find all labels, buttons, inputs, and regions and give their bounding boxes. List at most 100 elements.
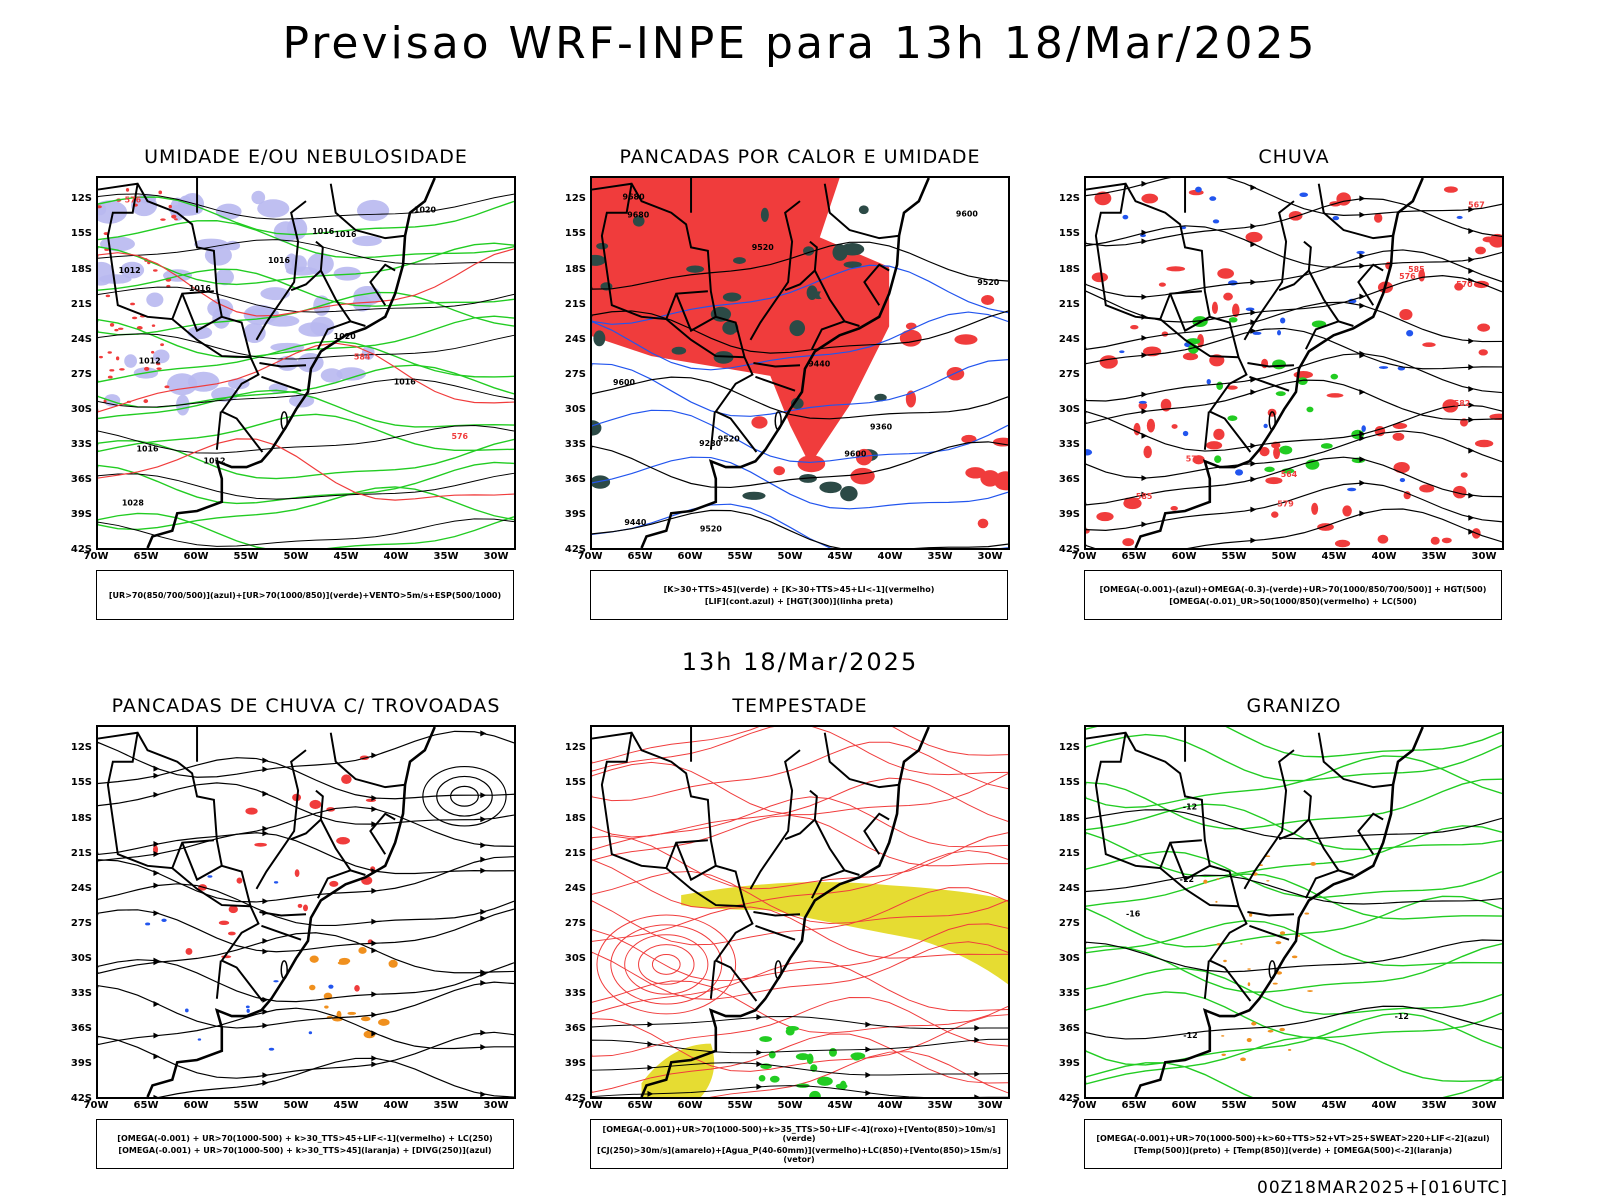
contour-label: 1012 — [119, 266, 141, 275]
legend-line: [OMEGA(-0.001)+UR>70(1000-500)+k>35_TTS>… — [602, 1124, 996, 1143]
lat-tick-label: 12S — [70, 742, 92, 754]
lat-tick-label: 30S — [1058, 952, 1080, 964]
lat-tick-label: 33S — [70, 438, 92, 450]
contour-label: -12 — [1183, 1031, 1197, 1040]
contour-label: 9440 — [624, 518, 647, 527]
legend-line: [OMEGA(-0.001) + UR>70(1000-500) + k>30_… — [118, 1145, 492, 1155]
lat-tick-label: 24S — [70, 882, 92, 894]
lat-tick-label: 12S — [564, 193, 586, 205]
lat-tick-label: 15S — [564, 228, 586, 240]
lon-tick-label: 70W — [577, 551, 603, 562]
contour-label: 576 — [1399, 272, 1416, 281]
lon-tick-label: 35W — [927, 551, 953, 562]
run-time-footer: 00Z18MAR2025+[016UTC] — [1257, 1178, 1508, 1198]
panel-trovoadas: PANCADAS DE CHUVA C/ TROVOADAS 12S 15S 18S 2… — [71, 695, 516, 1175]
map-area: 585 585 582 579 576 573 570 567 564 — [1084, 176, 1504, 550]
lon-tick-label: 55W — [1221, 1100, 1247, 1111]
map-area — [590, 725, 1010, 1099]
contour-label: 9600 — [956, 210, 979, 219]
contour-label: 9440 — [808, 359, 831, 368]
contour-label: 9520 — [752, 243, 775, 252]
lon-tick-label: 40W — [383, 1100, 409, 1111]
main-title: Previsao WRF-INPE para 13h 18/Mar/2025 — [282, 18, 1318, 69]
lat-tick-label: 21S — [70, 847, 92, 859]
lon-tick-label: 70W — [1071, 551, 1097, 562]
legend-line: [K>30+TTS>45](verde) + [K>30+TTS>45+LI<-… — [663, 584, 935, 594]
lon-tick-label: 40W — [1371, 551, 1397, 562]
contour-label: -16 — [1126, 910, 1141, 919]
contour-label: 1020 — [414, 206, 437, 215]
latitude-axis: 12S 15S 18S 21S 24S 27S 30S 33S 36S 39S 42S — [62, 725, 94, 1104]
lon-tick-label: 45W — [1321, 1100, 1347, 1111]
contour-label: 9520 — [718, 435, 741, 444]
lon-tick-label: 40W — [877, 1100, 903, 1111]
lat-tick-label: 24S — [564, 333, 586, 345]
lat-tick-label: 36S — [564, 1022, 586, 1034]
lat-tick-label: 42S — [70, 1093, 92, 1104]
lat-tick-label: 42S — [70, 544, 92, 555]
lat-tick-label: 27S — [1058, 368, 1080, 380]
contour-label: 9680 — [627, 211, 650, 220]
map-area — [96, 725, 516, 1099]
lon-tick-label: 60W — [677, 551, 703, 562]
legend-line: [OMEGA(-0.001)+UR>70(1000-500)+k>60+TTS>… — [1096, 1133, 1490, 1143]
contour-label: 9680 — [623, 193, 646, 202]
lon-tick-label: 30W — [977, 551, 1003, 562]
lon-tick-label: 45W — [333, 551, 359, 562]
contour-label: 9280 — [699, 439, 722, 448]
lon-tick-label: 65W — [1121, 551, 1147, 562]
panel-pancadas-calor: PANCADAS POR CALOR E UMIDADE 9680 9680 9600… — [565, 146, 1010, 626]
map-area: 1012 1012 1012 1016 1016 1016 1020 1020 1016 1016… — [96, 176, 516, 550]
lat-tick-label: 33S — [70, 987, 92, 999]
legend-line: [UR>70(850/700/500)](azul)+[UR>70(1000/8… — [108, 590, 502, 600]
contour-label: -12 — [1395, 1012, 1409, 1021]
lon-tick-label: 35W — [927, 1100, 953, 1111]
lat-tick-label: 33S — [564, 438, 586, 450]
lat-tick-label: 39S — [70, 1057, 92, 1069]
contour-label: 1016 — [394, 377, 417, 386]
legend-line: [OMEGA(-0.001) + UR>70(1000-500) + k>30_… — [117, 1133, 493, 1143]
lat-tick-label: 36S — [564, 473, 586, 485]
lat-tick-label: 12S — [1058, 742, 1080, 754]
lat-tick-label: 24S — [1058, 333, 1080, 345]
lat-tick-label: 15S — [1058, 228, 1080, 240]
lon-tick-label: 50W — [283, 1100, 309, 1111]
contour-label: 1020 — [334, 332, 357, 341]
contour-label: 9600 — [844, 450, 867, 459]
contour-label: 564 — [1281, 470, 1298, 479]
lat-tick-label: 12S — [70, 193, 92, 205]
lat-tick-label: 15S — [70, 777, 92, 789]
lat-tick-label: 33S — [1058, 438, 1080, 450]
lon-tick-label: 70W — [1071, 1100, 1097, 1111]
lat-tick-label: 24S — [70, 333, 92, 345]
lat-tick-label: 39S — [564, 1057, 586, 1069]
lon-tick-label: 45W — [1321, 551, 1347, 562]
legend-line: [OMEGA(-0.01)_UR>50(1000/850)(vermelho) … — [1169, 596, 1417, 606]
contour-label: 1028 — [122, 498, 145, 507]
contour-label: 576 — [125, 195, 142, 204]
lon-tick-label: 70W — [83, 1100, 109, 1111]
panel-title: UMIDADE E/OU NEBULOSIDADE — [144, 146, 468, 168]
lat-tick-label: 27S — [1058, 917, 1080, 929]
panel-legend: [OMEGA(-0.001)-(azul)+OMEGA(-0.3)-(verde… — [1084, 570, 1502, 620]
lat-tick-label: 15S — [564, 777, 586, 789]
contour-label: 585 — [1136, 492, 1153, 501]
lat-tick-label: 39S — [564, 508, 586, 520]
lat-tick-label: 30S — [564, 952, 586, 964]
legend-line: [CJ(250)>30m/s](amarelo)+[Agua_P(40-60mm… — [597, 1145, 1001, 1164]
lon-tick-label: 30W — [1471, 1100, 1497, 1111]
lat-tick-label: 18S — [564, 263, 586, 275]
contour-label: 1012 — [139, 357, 161, 366]
panel-title: GRANIZO — [1246, 695, 1342, 717]
contour-label: 576 — [451, 432, 468, 441]
lat-tick-label: 36S — [70, 473, 92, 485]
lon-tick-label: 60W — [1171, 1100, 1197, 1111]
panel-legend: [UR>70(850/700/500)](azul)+[UR>70(1000/8… — [96, 570, 514, 620]
lat-tick-label: 21S — [564, 298, 586, 310]
lon-tick-label: 35W — [1421, 1100, 1447, 1111]
legend-line: [Temp(500)](preto) + [Temp(850)](verde) … — [1133, 1145, 1453, 1155]
latitude-axis: 12S 15S 18S 21S 24S 27S 30S 33S 36S 39S 42S — [556, 725, 588, 1104]
lat-tick-label: 18S — [70, 263, 92, 275]
contour-label: 1012 — [203, 457, 225, 466]
lon-tick-label: 65W — [627, 1100, 653, 1111]
